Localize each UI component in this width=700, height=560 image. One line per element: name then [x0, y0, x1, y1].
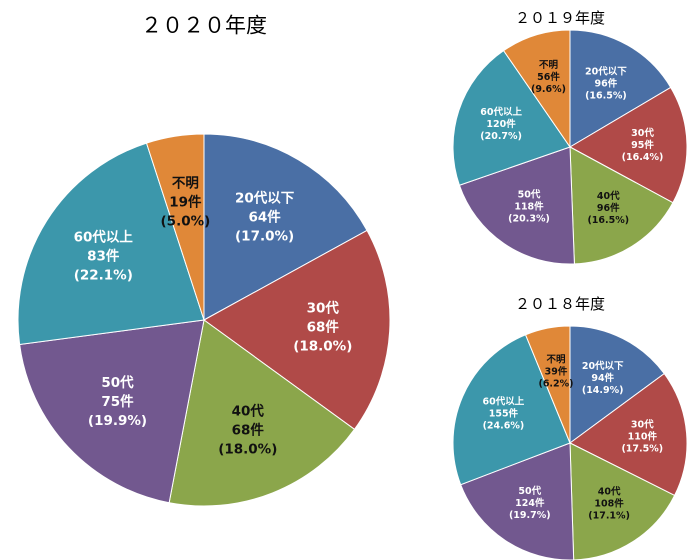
pie-slice — [569, 29, 672, 148]
slice-count: 94件 — [591, 372, 614, 384]
slice-label: 40代 — [598, 486, 621, 498]
slice-label: 40代 — [597, 190, 620, 202]
chart-title: ２０１８年度 — [515, 295, 605, 313]
slice-count: 120件 — [486, 118, 516, 130]
pie-slice — [568, 86, 688, 204]
slice-count: 110件 — [628, 430, 658, 442]
pie-slice — [502, 29, 571, 149]
pie-slice — [19, 319, 205, 504]
slice-count: 64件 — [248, 209, 281, 226]
slice-label: 20代以下 — [585, 66, 627, 78]
slice-count: 19件 — [169, 193, 202, 210]
slice-percent: (6.2%) — [538, 378, 573, 389]
slice-percent: (22.1%) — [74, 268, 133, 284]
slice-percent: (17.5%) — [621, 443, 663, 454]
slice-percent: (16.5%) — [585, 91, 627, 102]
slice-percent: (17.0%) — [235, 229, 294, 245]
pie-chart-2: ２０１９年度20代以下96件(16.5%)30代95件(16.4%)40代96件… — [452, 9, 688, 265]
slice-label: 50代 — [518, 188, 541, 200]
slice-label: 20代以下 — [235, 190, 295, 207]
slice-count: 95件 — [631, 139, 654, 151]
slice-label: 60代以上 — [74, 229, 134, 246]
slice-label: 50代 — [101, 374, 134, 391]
pie-slice — [17, 142, 205, 346]
slice-percent: (19.9%) — [88, 413, 147, 429]
slice-count: 118件 — [514, 200, 544, 212]
slice-percent: (5.0%) — [161, 213, 211, 229]
slice-count: 56件 — [537, 71, 560, 83]
slice-percent: (16.5%) — [587, 215, 629, 226]
slice-count: 68件 — [232, 422, 265, 439]
slice-percent: (19.7%) — [509, 510, 551, 521]
slice-count: 39件 — [545, 365, 568, 377]
slice-label: 30代 — [631, 127, 654, 139]
pie-slice — [203, 229, 391, 431]
slice-percent: (14.9%) — [582, 385, 624, 396]
pie-slice — [524, 325, 571, 444]
slice-count: 83件 — [87, 248, 120, 265]
pie-slice — [145, 133, 205, 321]
slice-percent: (16.4%) — [622, 152, 664, 163]
chart-title: ２０１９年度 — [515, 9, 605, 27]
slice-percent: (18.0%) — [218, 442, 277, 458]
pie-slice — [458, 146, 575, 265]
slice-label: 30代 — [307, 300, 340, 317]
slice-count: 108件 — [594, 498, 624, 510]
pie-slice — [569, 442, 676, 560]
slice-label: 40代 — [232, 403, 265, 420]
slice-count: 124件 — [515, 497, 545, 509]
slice-label: 不明 — [539, 60, 559, 71]
pie-chart-1: ２０２０年度 20代以下 64件 (17.0%) 30代 68件 (18.0%) 40代 68件… — [17, 14, 391, 507]
slice-count: 75件 — [101, 393, 134, 410]
pie-slice — [168, 319, 356, 507]
slice-percent: (20.3%) — [508, 213, 550, 224]
slice-label: 不明 — [172, 175, 199, 191]
slice-label: 不明 — [546, 354, 566, 365]
slice-label: 30代 — [631, 418, 654, 430]
chart-title: ２０２０年度 — [141, 14, 267, 38]
pie-slice — [569, 325, 665, 444]
slice-percent: (24.6%) — [483, 421, 525, 432]
slice-count: 68件 — [307, 319, 340, 336]
slice-percent: (17.1%) — [588, 511, 630, 522]
pie-slice — [569, 146, 674, 265]
pie-slice — [203, 133, 368, 321]
slice-count: 96件 — [595, 78, 618, 90]
slice-count: 96件 — [597, 202, 620, 214]
slice-percent: (18.0%) — [293, 339, 352, 355]
slice-label: 20代以下 — [582, 360, 624, 372]
slice-percent: (9.6%) — [531, 84, 566, 95]
pie-slice — [452, 49, 571, 186]
pie-slice — [569, 372, 688, 497]
slice-count: 155件 — [489, 408, 519, 420]
slice-label: 50代 — [518, 485, 541, 497]
slice-label: 60代以上 — [480, 106, 522, 118]
slice-percent: (20.7%) — [480, 131, 522, 142]
slice-label: 60代以上 — [483, 396, 525, 408]
